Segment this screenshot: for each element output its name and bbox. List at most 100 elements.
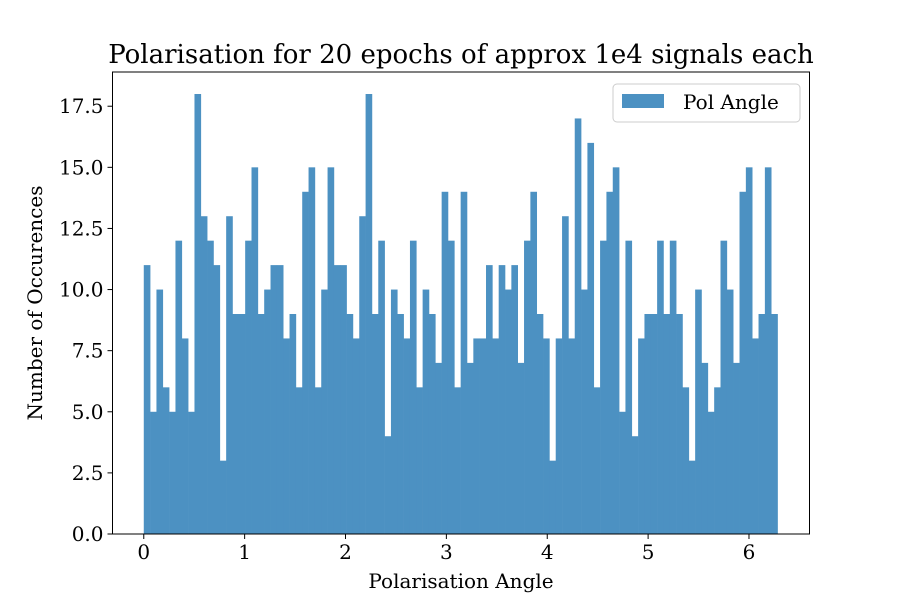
histogram-bar <box>143 265 151 534</box>
y-tick-label: 12.5 <box>59 216 104 240</box>
histogram-bar <box>295 387 303 534</box>
y-tick-label: 10.0 <box>59 278 104 302</box>
histogram-bar <box>606 191 614 534</box>
histogram-bar <box>435 362 442 534</box>
histogram-bar <box>707 411 715 534</box>
histogram-bar <box>276 265 284 534</box>
histogram-bar <box>156 289 164 534</box>
histogram-bar <box>612 167 620 535</box>
histogram-bar <box>688 460 696 534</box>
histogram-bar <box>181 338 189 534</box>
x-axis-ticks: 0 1 2 3 4 5 6 <box>137 534 755 564</box>
histogram-bar <box>175 240 183 534</box>
histogram-bar <box>638 338 645 534</box>
histogram-bar <box>619 411 626 534</box>
histogram-bar <box>384 436 392 534</box>
histogram-bar <box>200 216 208 534</box>
histogram-bar <box>574 118 582 534</box>
histogram-bar <box>327 167 335 535</box>
histogram-bar <box>593 387 601 534</box>
histogram-bar <box>251 167 259 535</box>
histogram-bar <box>207 240 214 534</box>
histogram-bar <box>492 338 499 534</box>
x-tick-label: 1 <box>238 540 251 564</box>
histogram-bar <box>543 338 550 534</box>
histogram-bar <box>511 265 518 534</box>
histogram-bar <box>486 265 493 534</box>
y-axis-label: Number of Occurences <box>23 186 47 421</box>
histogram-bar <box>733 362 740 534</box>
histogram-bar <box>422 289 430 534</box>
histogram-bar <box>479 338 487 534</box>
histogram-bar <box>359 216 366 534</box>
histogram-bar <box>631 436 639 534</box>
histogram-bar <box>650 314 658 534</box>
histogram-bars <box>143 94 778 535</box>
histogram-bar <box>232 314 240 534</box>
histogram-bar <box>226 216 233 534</box>
histogram-bar <box>378 240 385 534</box>
y-axis-ticks: 0.0 2.5 5.0 7.5 10.0 12.5 15.0 17.5 <box>59 94 113 546</box>
histogram-bar <box>219 460 227 534</box>
histogram-bar <box>536 314 544 534</box>
x-tick-label: 0 <box>137 540 150 564</box>
histogram-bar <box>562 216 569 534</box>
histogram-bar <box>764 167 772 535</box>
histogram-bar <box>346 314 354 534</box>
histogram-bar <box>321 289 328 534</box>
histogram-bar <box>188 411 195 534</box>
histogram-bar <box>669 240 677 534</box>
histogram-bar <box>657 240 664 534</box>
plot-frame <box>112 71 810 535</box>
y-tick-label: 7.5 <box>72 339 104 363</box>
histogram-bar <box>460 191 468 534</box>
histogram-bar <box>245 240 252 534</box>
histogram-bar <box>771 314 778 534</box>
histogram-bar <box>308 167 316 535</box>
histogram-bar <box>454 387 461 534</box>
legend-label: Pol Angle <box>683 90 779 114</box>
histogram-bar <box>714 387 721 534</box>
histogram-bar <box>568 338 576 534</box>
histogram-bar <box>758 314 766 534</box>
x-tick-label: 3 <box>440 540 453 564</box>
histogram-bar <box>498 265 506 534</box>
y-tick-label: 15.0 <box>59 155 104 179</box>
histogram-bar <box>447 240 455 534</box>
histogram-bar <box>289 314 297 534</box>
histogram-bar <box>752 338 759 534</box>
histogram-bar <box>302 191 309 534</box>
histogram-bar <box>403 338 411 534</box>
histogram-bar <box>625 240 633 534</box>
x-axis-label: Polarisation Angle <box>368 569 553 593</box>
histogram-bar <box>466 362 474 534</box>
histogram-bar <box>340 265 347 534</box>
histogram-bar <box>194 94 202 534</box>
histogram-bar <box>701 362 709 534</box>
histogram-bar <box>745 167 753 535</box>
histogram-bar <box>682 387 690 534</box>
histogram-bar <box>676 314 683 534</box>
histogram-bar <box>257 314 265 534</box>
histogram-bar <box>270 265 278 534</box>
legend: Pol Angle <box>612 83 801 123</box>
y-tick-label: 0.0 <box>72 522 104 546</box>
histogram-bar <box>720 240 728 534</box>
histogram-bar <box>505 289 512 534</box>
histogram-bar <box>397 314 404 534</box>
histogram-bar <box>726 289 734 534</box>
y-tick-label: 2.5 <box>72 461 104 485</box>
histogram-bar <box>365 94 373 534</box>
x-tick-label: 2 <box>339 540 352 564</box>
y-tick-label: 17.5 <box>59 94 104 118</box>
histogram-bar <box>441 191 449 534</box>
histogram-bar <box>530 191 538 534</box>
x-tick-label: 4 <box>541 540 554 564</box>
histogram-bar <box>150 411 157 534</box>
histogram-bar <box>428 314 436 534</box>
histogram-bar <box>416 387 423 534</box>
histogram-bar <box>517 362 525 534</box>
histogram-bar <box>600 240 607 534</box>
histogram-bar <box>663 314 671 534</box>
